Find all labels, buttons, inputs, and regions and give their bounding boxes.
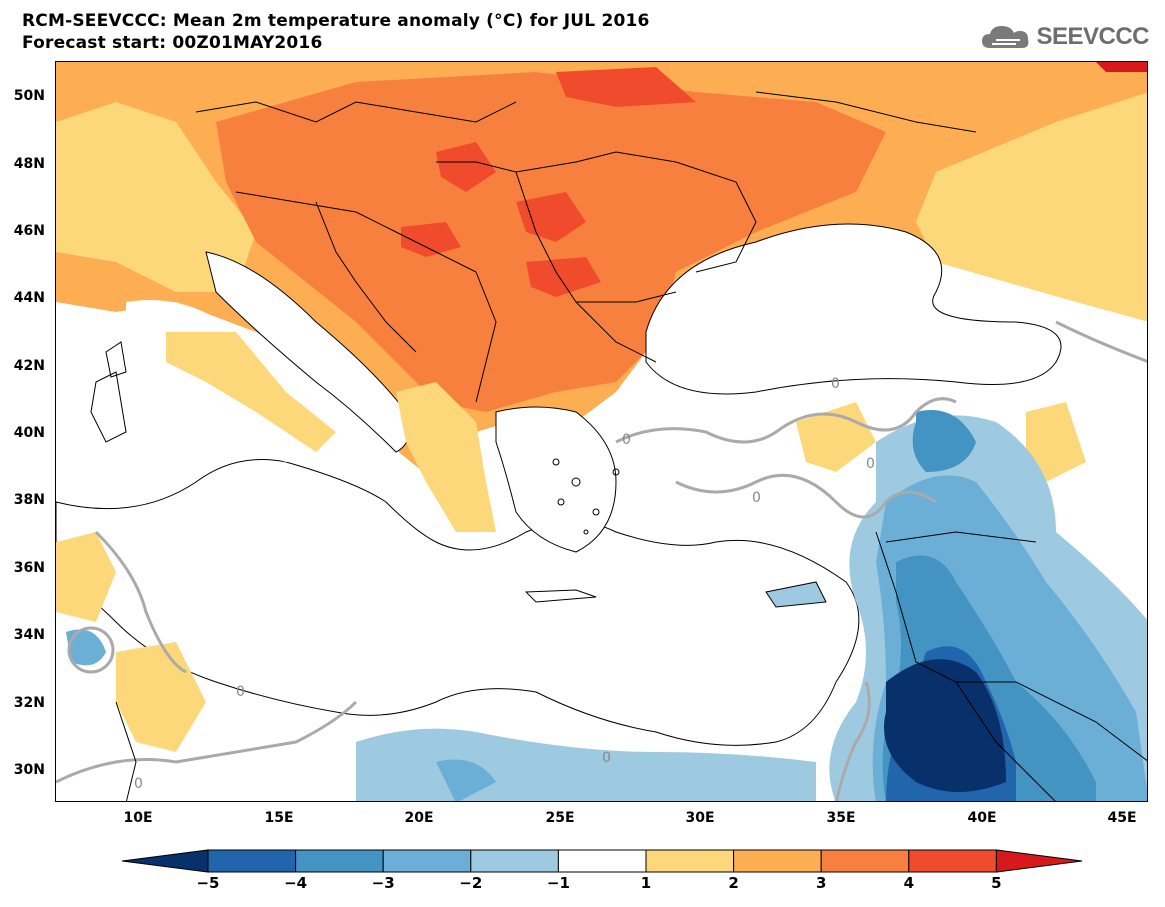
anomaly-region-yellow-east-2 [1026, 402, 1086, 482]
contour-label-2: 0 [866, 456, 875, 472]
lat-label-46n: 46N [13, 223, 45, 239]
lat-label-48n: 48N [13, 156, 45, 172]
country-borders [115, 91, 1147, 801]
lon-label-15e: 15E [264, 810, 294, 826]
contour-label-3: 0 [622, 432, 631, 448]
map-title: RCM-SEEVCCC: Mean 2m temperature anomaly… [22, 10, 650, 54]
anomaly-region-blue-anatolia [912, 410, 976, 472]
colorbar-tick-label: 5 [991, 874, 1002, 892]
colorbar-segment [645, 849, 735, 873]
anomaly-region-red-5 [556, 67, 696, 107]
colorbar-segment [382, 849, 472, 873]
lat-label-40n: 40N [13, 425, 45, 441]
title-line-2: Forecast start: 00Z01MAY2016 [22, 33, 323, 53]
anomaly-region-yellow-turkey [796, 402, 876, 472]
colorbar-segment [207, 849, 297, 873]
lat-label-38n: 38N [13, 492, 45, 508]
lon-label-25e: 25E [545, 810, 575, 826]
aegean-islands [90, 341, 827, 608]
map-plot: 0 0 0 0 0 0 0 [55, 61, 1148, 802]
cloud-icon [982, 26, 1029, 48]
zero-contour-7 [67, 626, 115, 674]
contour-label-6: 0 [602, 750, 611, 766]
anomaly-region-red-4 [401, 222, 461, 257]
zero-contour-3 [56, 700, 358, 784]
colorbar-arrow-high [995, 849, 1083, 873]
anomaly-region-red-2 [516, 192, 586, 242]
anomaly-region-yellow-italy [166, 332, 336, 452]
colorbar-segment [557, 849, 647, 873]
anomaly-map: 0 0 0 0 0 0 0 [56, 62, 1147, 801]
lat-label-44n: 44N [13, 290, 45, 306]
colorbar-tick-label: −2 [459, 874, 483, 892]
anomaly-region-blue-darkest [884, 659, 1006, 792]
colorbar-tick-label: −3 [371, 874, 395, 892]
zero-contour-2 [675, 473, 937, 519]
anomaly-region-yellow-libya [56, 532, 116, 622]
anomaly-region-yellow-east [916, 92, 1147, 322]
lat-label-50n: 50N [13, 88, 45, 104]
anomaly-region-blue-tunisia [66, 629, 106, 666]
colorbar-arrow-low [121, 849, 209, 873]
contour-label-7: 0 [752, 490, 761, 506]
mediterranean-sea [56, 459, 860, 746]
anomaly-region-orange-core [216, 72, 886, 412]
anomaly-region-yellow-greece [396, 382, 496, 532]
contour-label-1: 0 [831, 376, 840, 392]
colorbar-tick-label: 1 [640, 874, 652, 892]
aegean-sea [495, 406, 617, 553]
title-line-1: RCM-SEEVCCC: Mean 2m temperature anomaly… [22, 11, 650, 31]
zero-contour-6 [834, 681, 871, 801]
lon-label-45e: 45E [1107, 810, 1137, 826]
colorbar-tick-label: 3 [815, 874, 827, 892]
colorbar-tick-label: −1 [546, 874, 570, 892]
zero-contour-1 [615, 397, 957, 444]
lon-label-20e: 20E [404, 810, 434, 826]
anomaly-region-blue-sea-south-2 [436, 759, 496, 801]
anomaly-region-red-3 [526, 257, 601, 297]
colorbar [121, 849, 1083, 873]
colorbar-segment [733, 849, 822, 873]
lat-label-36n: 36N [13, 560, 45, 576]
lat-label-42n: 42N [13, 358, 45, 374]
anomaly-region-red-1 [436, 142, 496, 192]
zero-contour-5 [1055, 320, 1147, 363]
contour-label-5: 0 [134, 776, 143, 792]
seevccc-logo: SEEVCCC [980, 22, 1149, 52]
anomaly-region-yellow-north [56, 102, 256, 292]
colorbar-segment [820, 849, 910, 873]
contour-label-4: 0 [236, 684, 245, 700]
lat-label-32n: 32N [13, 695, 45, 711]
lat-label-30n: 30N [13, 762, 45, 778]
anomaly-region-red-6 [1096, 62, 1147, 72]
lon-label-10e: 10E [123, 810, 153, 826]
lon-label-40e: 40E [967, 810, 997, 826]
zero-contour-4 [94, 530, 187, 674]
colorbar-tick-label: −5 [196, 874, 220, 892]
colorbar-segment [295, 849, 384, 873]
lat-label-34n: 34N [13, 627, 45, 643]
colorbar-tick-label: −4 [284, 874, 308, 892]
colorbar-tick-label: 4 [903, 874, 915, 892]
lon-label-35e: 35E [826, 810, 856, 826]
colorbar-tick-label: 2 [728, 874, 739, 892]
black-sea [645, 223, 1062, 395]
logo-text: SEEVCCC [1036, 23, 1149, 50]
colorbar-segment [908, 849, 997, 873]
colorbar-segment [470, 849, 559, 873]
lon-label-30e: 30E [685, 810, 715, 826]
